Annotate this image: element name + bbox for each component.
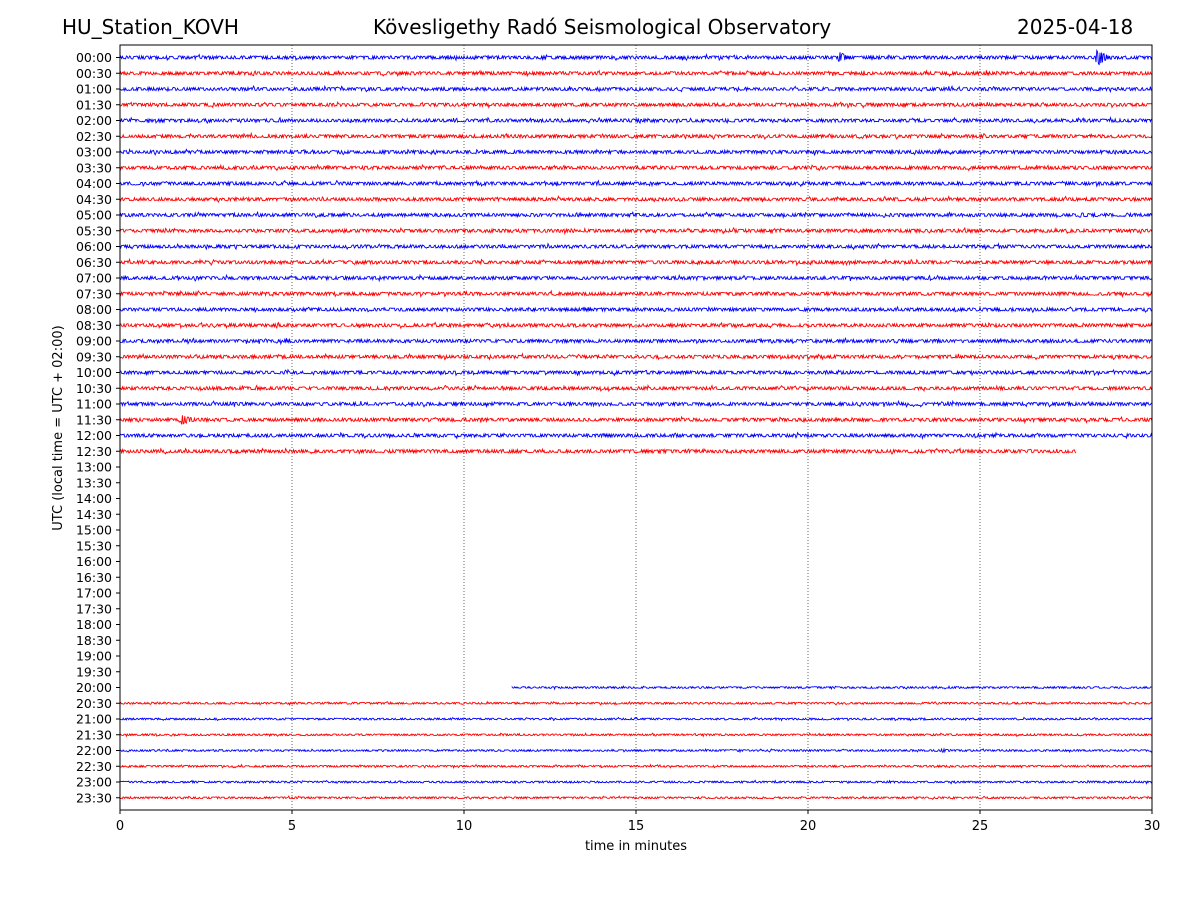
y-tick-label-22:30: 22:30 <box>76 759 112 774</box>
x-tick-labels: 0 5 10 15 20 25 30 <box>116 810 1160 834</box>
y-tick-label-03:30: 03:30 <box>76 160 112 175</box>
trace-02:00 <box>119 116 1153 125</box>
y-tick-label-13:30: 13:30 <box>76 475 112 490</box>
trace-07:30 <box>119 289 1153 299</box>
trace-08:00 <box>119 305 1153 314</box>
y-tick-label-21:30: 21:30 <box>76 727 112 742</box>
x-tick-label-5: 5 <box>288 819 296 834</box>
trace-05:00 <box>119 210 1153 219</box>
trace-01:30 <box>119 101 1153 109</box>
trace-rows <box>119 48 1153 801</box>
y-tick-label-09:30: 09:30 <box>76 349 112 364</box>
y-tick-label-15:00: 15:00 <box>76 523 112 538</box>
y-tick-label-17:00: 17:00 <box>76 586 112 601</box>
trace-00:00 <box>119 48 1153 66</box>
x-tick-label-0: 0 <box>116 819 124 834</box>
y-tick-label-14:00: 14:00 <box>76 491 112 506</box>
y-tick-label-20:30: 20:30 <box>76 696 112 711</box>
trace-12:30 <box>119 447 1077 455</box>
trace-21:30 <box>119 732 1153 738</box>
y-tick-label-07:30: 07:30 <box>76 286 112 301</box>
trace-04:30 <box>119 195 1153 204</box>
x-tick-label-25: 25 <box>972 819 989 834</box>
trace-21:00 <box>119 716 1153 722</box>
trace-06:30 <box>119 257 1153 267</box>
y-tick-label-05:30: 05:30 <box>76 223 112 238</box>
trace-09:30 <box>119 352 1153 361</box>
trace-09:00 <box>119 337 1153 346</box>
trace-07:00 <box>119 273 1153 283</box>
y-tick-label-06:00: 06:00 <box>76 239 112 254</box>
y-tick-label-18:30: 18:30 <box>76 633 112 648</box>
y-tick-label-08:30: 08:30 <box>76 318 112 333</box>
y-tick-label-18:00: 18:00 <box>76 617 112 632</box>
trace-03:30 <box>119 163 1153 172</box>
trace-11:00 <box>119 399 1153 409</box>
y-tick-label-04:30: 04:30 <box>76 192 112 207</box>
x-tick-label-15: 15 <box>628 819 645 834</box>
y-tick-label-03:00: 03:00 <box>76 145 112 160</box>
trace-01:00 <box>119 84 1153 94</box>
y-tick-label-00:30: 00:30 <box>76 66 112 81</box>
y-tick-label-10:00: 10:00 <box>76 365 112 380</box>
y-tick-label-01:00: 01:00 <box>76 82 112 97</box>
y-tick-label-23:30: 23:30 <box>76 790 112 805</box>
y-tick-label-04:00: 04:00 <box>76 176 112 191</box>
trace-12:00 <box>119 431 1153 441</box>
y-tick-labels: 00:0000:3001:0001:3002:0002:3003:0003:30… <box>76 50 120 805</box>
y-tick-label-16:30: 16:30 <box>76 570 112 585</box>
trace-22:00 <box>119 747 1153 754</box>
y-tick-label-23:00: 23:00 <box>76 775 112 790</box>
y-tick-label-02:00: 02:00 <box>76 113 112 128</box>
y-tick-label-07:00: 07:00 <box>76 271 112 286</box>
y-tick-label-12:30: 12:30 <box>76 444 112 459</box>
y-tick-label-16:00: 16:00 <box>76 554 112 569</box>
trace-22:30 <box>119 763 1153 769</box>
y-tick-label-11:00: 11:00 <box>76 397 112 412</box>
y-tick-label-06:30: 06:30 <box>76 255 112 270</box>
y-tick-label-01:30: 01:30 <box>76 97 112 112</box>
trace-11:30 <box>119 415 1153 425</box>
y-tick-label-09:00: 09:00 <box>76 334 112 349</box>
x-tick-label-20: 20 <box>800 819 817 834</box>
y-tick-label-19:30: 19:30 <box>76 664 112 679</box>
y-tick-label-00:00: 00:00 <box>76 50 112 65</box>
y-tick-label-08:00: 08:00 <box>76 302 112 317</box>
y-tick-label-15:30: 15:30 <box>76 538 112 553</box>
y-tick-label-19:00: 19:00 <box>76 649 112 664</box>
trace-23:00 <box>119 779 1153 785</box>
trace-06:00 <box>119 242 1153 251</box>
y-axis-label: UTC (local time = UTC + 02:00) <box>51 325 66 530</box>
trace-10:00 <box>119 368 1153 377</box>
trace-23:30 <box>119 795 1153 801</box>
y-tick-label-20:00: 20:00 <box>76 680 112 695</box>
station-name: HU_Station_KOVH <box>62 15 239 39</box>
y-tick-label-21:00: 21:00 <box>76 712 112 727</box>
trace-04:00 <box>119 179 1153 188</box>
y-tick-label-10:30: 10:30 <box>76 381 112 396</box>
y-tick-label-02:30: 02:30 <box>76 129 112 144</box>
trace-02:30 <box>119 131 1153 140</box>
y-tick-label-05:00: 05:00 <box>76 208 112 223</box>
trace-20:30 <box>119 700 1153 707</box>
x-axis-label: time in minutes <box>585 839 687 854</box>
trace-10:30 <box>119 384 1153 393</box>
y-tick-label-14:30: 14:30 <box>76 507 112 522</box>
chart-title: Kövesligethy Radó Seismological Observat… <box>373 15 832 39</box>
grid-lines <box>291 45 981 810</box>
chart-date: 2025-04-18 <box>1017 15 1134 39</box>
trace-05:30 <box>119 226 1153 236</box>
y-tick-label-12:00: 12:00 <box>76 428 112 443</box>
trace-20:00 <box>511 684 1152 691</box>
trace-08:30 <box>119 321 1153 330</box>
y-tick-label-13:00: 13:00 <box>76 460 112 475</box>
y-tick-label-22:00: 22:00 <box>76 743 112 758</box>
x-tick-label-30: 30 <box>1144 819 1161 834</box>
y-tick-label-11:30: 11:30 <box>76 412 112 427</box>
trace-00:30 <box>119 69 1153 78</box>
y-tick-label-17:30: 17:30 <box>76 601 112 616</box>
trace-03:00 <box>119 147 1153 157</box>
x-tick-label-10: 10 <box>456 819 473 834</box>
